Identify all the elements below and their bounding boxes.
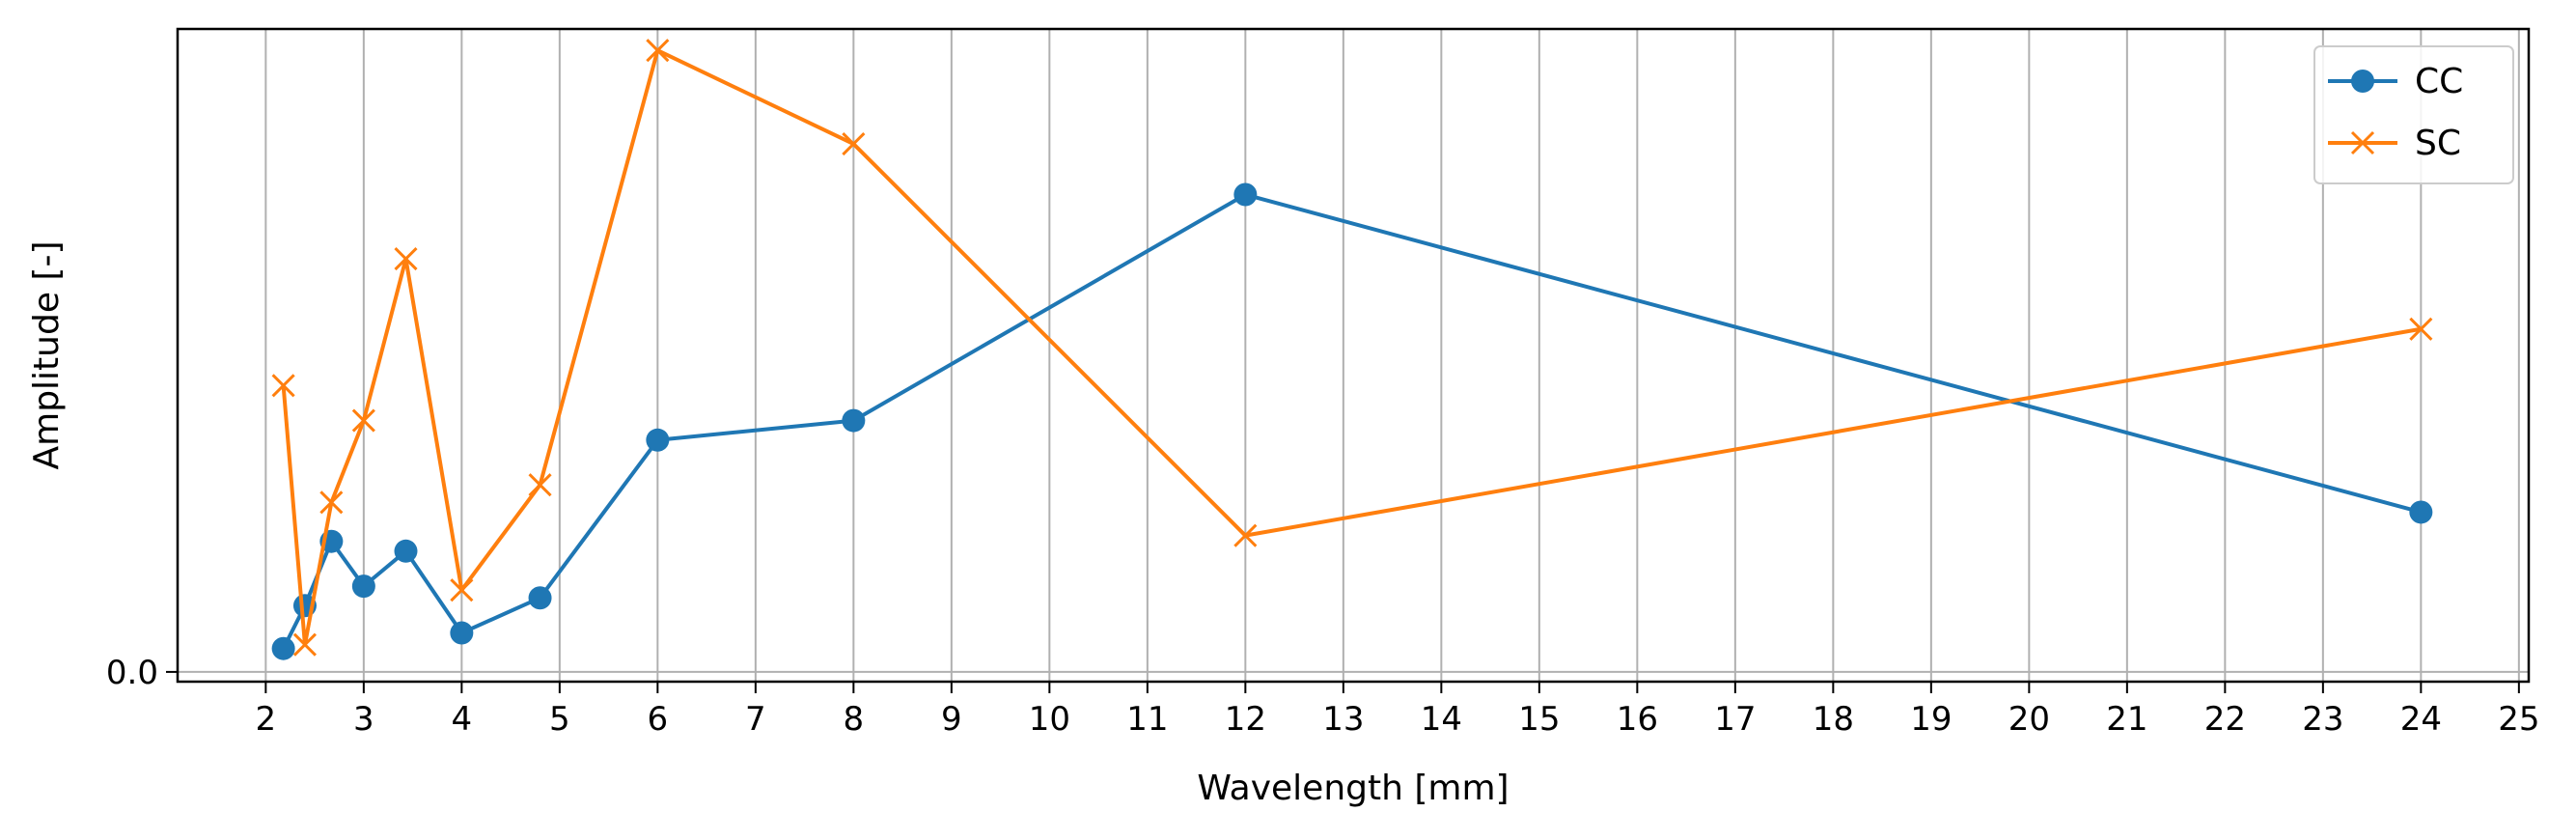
x-tick-label: 25 xyxy=(2498,700,2539,739)
x-tick-label: 20 xyxy=(2008,700,2050,739)
series-sc xyxy=(271,39,2433,657)
x-tick-label: 9 xyxy=(941,700,962,739)
series-cc-point xyxy=(394,539,418,563)
series-cc-point xyxy=(1233,182,1258,207)
y-tick-label: 0.0 xyxy=(106,654,158,692)
series-sc-point xyxy=(842,131,866,156)
x-marker-stroke xyxy=(271,374,295,398)
series-cc-point xyxy=(646,428,670,452)
x-marker-stroke xyxy=(2350,130,2375,155)
x-marker-stroke xyxy=(2409,317,2433,341)
x-tick-label: 19 xyxy=(1910,700,1952,739)
series-cc-line xyxy=(281,192,2422,650)
series-sc-point xyxy=(528,473,552,497)
x-marker-stroke xyxy=(528,473,552,497)
x-tick-label: 3 xyxy=(353,700,374,739)
series-cc-point xyxy=(271,636,295,660)
series-layer xyxy=(271,39,2433,660)
legend-label: SC xyxy=(2415,124,2461,163)
series-cc-point xyxy=(2409,500,2433,524)
series-sc-point xyxy=(450,578,474,602)
x-tick-label: 15 xyxy=(1518,700,1560,739)
legend: CC SC xyxy=(2313,45,2514,184)
series-cc-point xyxy=(450,621,474,645)
x-tick-label: 8 xyxy=(844,700,865,739)
x-tick-label: 17 xyxy=(1714,700,1756,739)
series-sc-line xyxy=(281,48,2422,647)
ticks: 2 3 4 5 6 7 8 9 10 11 12 13 14 15 16 17 18 19 20 21 22 23 24 25… xyxy=(106,654,2540,739)
x-tick-label: 5 xyxy=(549,700,570,739)
legend-swatch-marker xyxy=(2351,70,2374,93)
x-tick-label: 10 xyxy=(1029,700,1070,739)
series-cc xyxy=(271,182,2433,660)
x-tick-label: 23 xyxy=(2302,700,2343,739)
series-cc-point xyxy=(528,586,552,610)
x-marker-stroke xyxy=(319,490,344,515)
x-tick-label: 4 xyxy=(452,700,473,739)
series-sc-point xyxy=(271,374,295,398)
x-marker-stroke xyxy=(842,131,866,156)
series-sc-point xyxy=(319,490,344,515)
x-tick-label: 21 xyxy=(2106,700,2147,739)
series-sc-point xyxy=(1233,523,1258,547)
x-marker-stroke xyxy=(1233,523,1258,547)
x-marker-stroke xyxy=(292,632,318,657)
legend-label: CC xyxy=(2415,62,2463,101)
series-cc-point xyxy=(842,408,866,433)
x-tick-label: 16 xyxy=(1617,700,1658,739)
y-axis-title: Amplitude [-] xyxy=(27,240,67,469)
legend-item-sc: SC xyxy=(2328,124,2461,163)
series-sc-point xyxy=(351,408,375,433)
series-sc-point xyxy=(2409,317,2433,341)
legend-box xyxy=(2313,45,2514,184)
x-tick-label: 18 xyxy=(1813,700,1854,739)
x-tick-label: 12 xyxy=(1225,700,1266,739)
series-sc-point xyxy=(394,247,418,271)
x-tick-label: 24 xyxy=(2400,700,2442,739)
x-marker-stroke xyxy=(394,247,418,271)
x-tick-label: 6 xyxy=(648,700,669,739)
x-tick-label: 14 xyxy=(1421,700,1462,739)
x-tick-label: 2 xyxy=(256,700,277,739)
x-tick-label: 22 xyxy=(2204,700,2246,739)
plot-frame xyxy=(176,27,2531,684)
x-marker-stroke xyxy=(351,408,375,433)
x-tick-label: 7 xyxy=(745,700,766,739)
x-marker-stroke xyxy=(646,39,670,63)
series-cc-point xyxy=(351,574,375,599)
x-axis-title: Wavelength [mm] xyxy=(1197,769,1509,808)
x-tick-label: 13 xyxy=(1322,700,1364,739)
x-tick-label: 11 xyxy=(1126,700,1168,739)
series-sc-point xyxy=(646,39,670,63)
x-marker-stroke xyxy=(450,578,474,602)
legend-swatch-marker xyxy=(2350,130,2375,155)
legend-item-cc: CC xyxy=(2328,62,2463,101)
grid xyxy=(178,29,2529,682)
series-sc-point xyxy=(292,632,318,657)
